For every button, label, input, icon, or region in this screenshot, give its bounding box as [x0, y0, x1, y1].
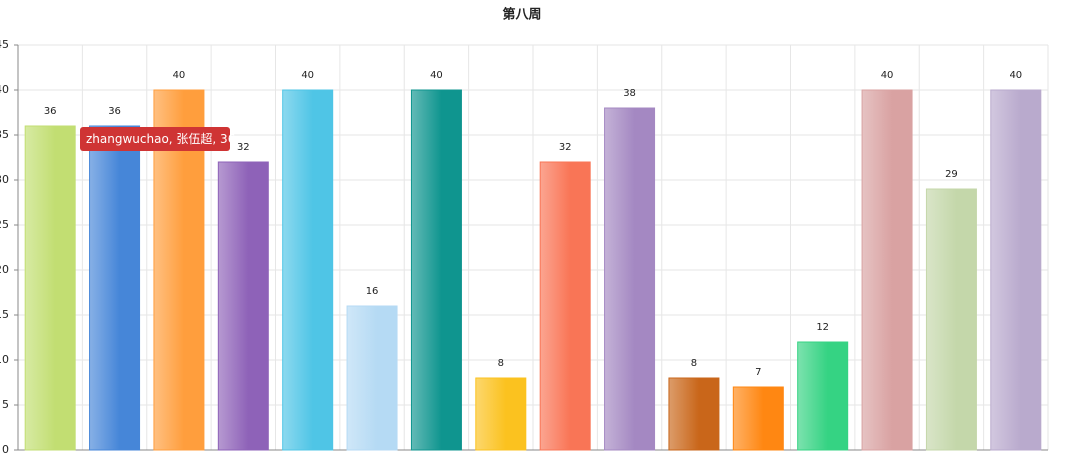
bar	[732, 386, 784, 451]
bar	[925, 188, 977, 451]
y-tick-label: 40	[0, 83, 9, 96]
bar	[89, 125, 141, 451]
bar	[217, 161, 269, 451]
value-label: 32	[237, 142, 250, 153]
bar	[668, 377, 720, 451]
value-label: 40	[1009, 70, 1022, 81]
bar	[410, 89, 462, 451]
bar	[539, 161, 591, 451]
value-label: 29	[945, 169, 958, 180]
bar	[797, 341, 849, 451]
value-label: 32	[559, 142, 572, 153]
y-tick-label: 45	[0, 38, 9, 51]
bar	[861, 89, 913, 451]
tooltip-box	[80, 127, 230, 151]
tooltip: zhangwuchao, 张伍超, 36	[86, 131, 235, 146]
y-tick-label: 0	[2, 443, 9, 456]
y-tick-label: 15	[0, 308, 9, 321]
y-tick-label: 10	[0, 353, 9, 366]
value-label: 36	[108, 106, 121, 117]
value-label: 36	[44, 106, 57, 117]
value-label: 16	[366, 286, 379, 297]
value-label: 8	[691, 358, 697, 369]
bar	[346, 305, 398, 451]
value-label: 12	[816, 322, 829, 333]
bar	[282, 89, 334, 451]
value-label: 40	[173, 70, 186, 81]
y-tick-label: 25	[0, 218, 9, 231]
bar	[475, 377, 527, 451]
y-tick-label: 5	[2, 398, 9, 411]
bar	[24, 125, 76, 451]
value-label: 40	[430, 70, 443, 81]
value-label: 8	[498, 358, 504, 369]
chart-title: 第八周	[502, 7, 541, 23]
value-label: 38	[623, 88, 636, 99]
bar	[990, 89, 1042, 451]
y-tick-label: 35	[0, 128, 9, 141]
value-label: 7	[755, 367, 761, 378]
value-label: 40	[301, 70, 314, 81]
bar	[604, 107, 656, 451]
y-tick-label: 20	[0, 263, 9, 276]
y-tick-label: 30	[0, 173, 9, 186]
value-label: 40	[881, 70, 894, 81]
